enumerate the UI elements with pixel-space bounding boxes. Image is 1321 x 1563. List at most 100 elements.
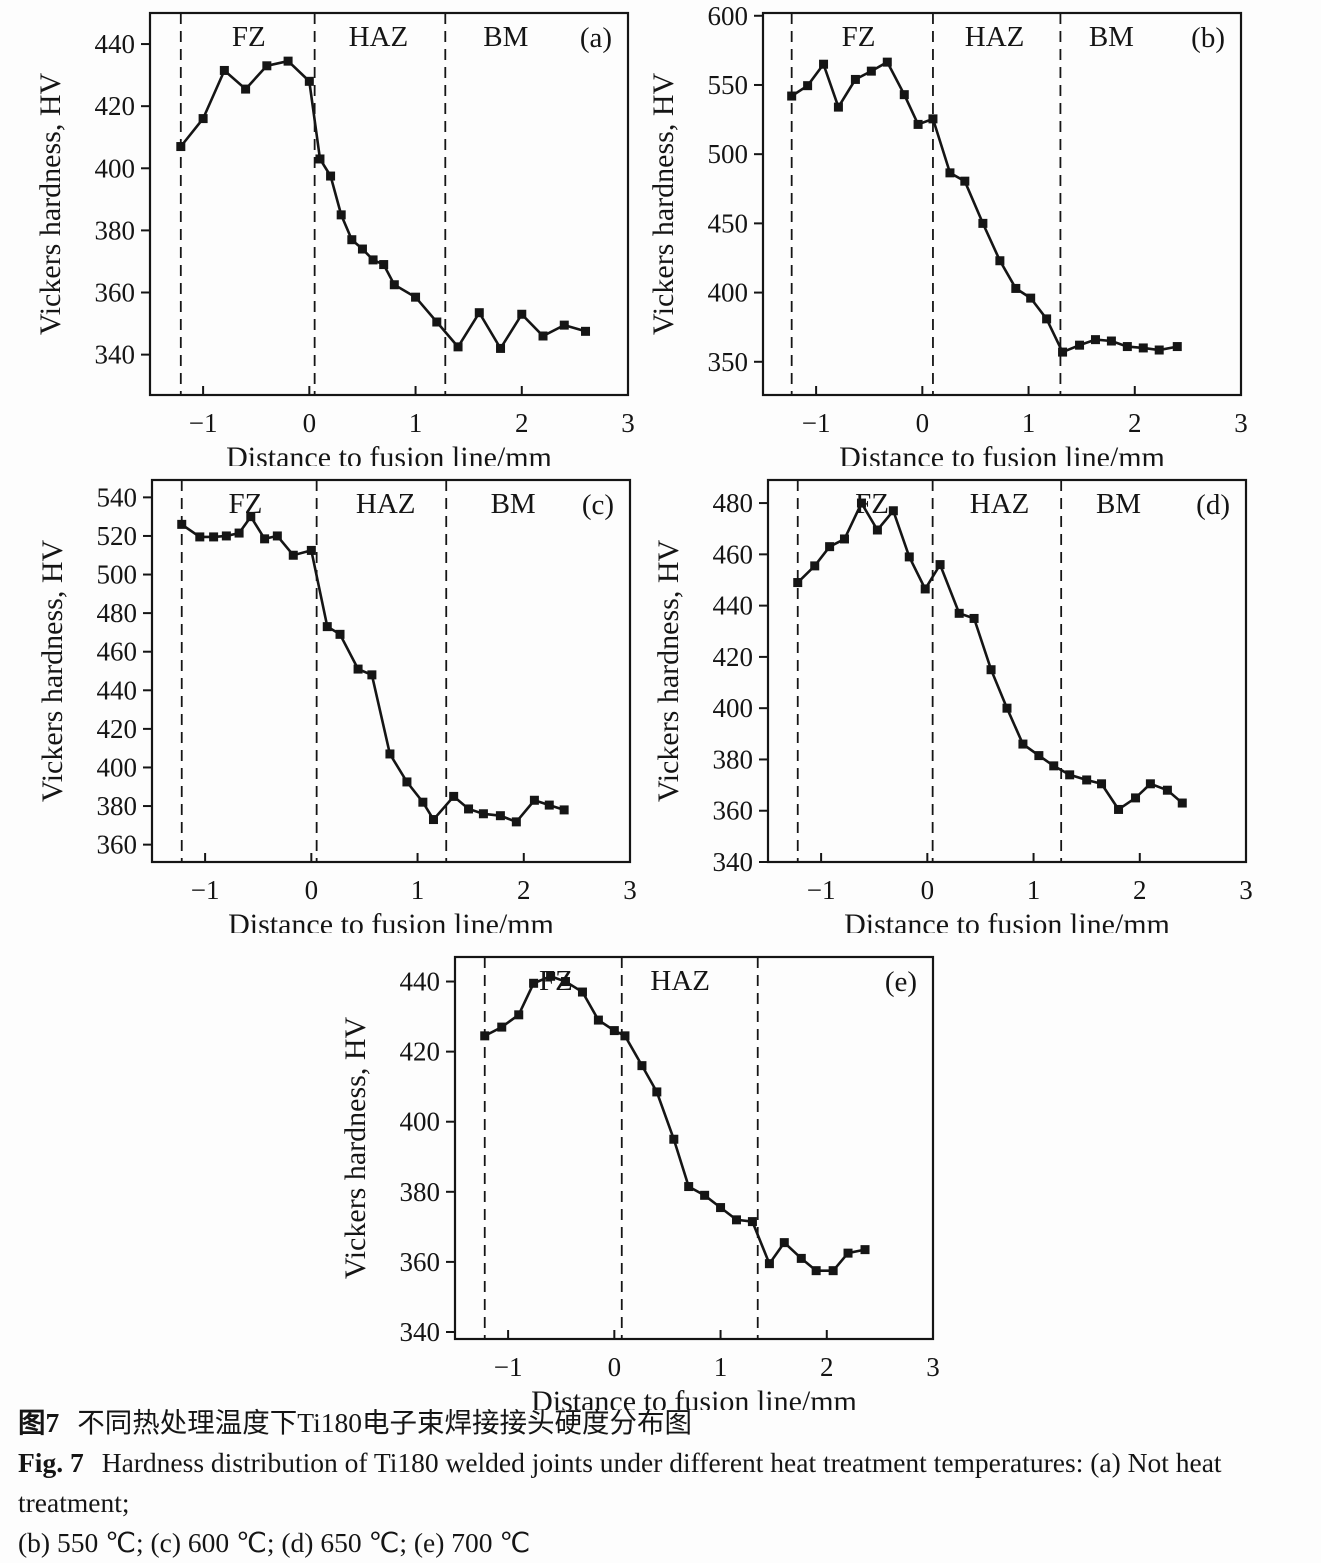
data-point-marker bbox=[793, 578, 803, 588]
y-tick-label: 350 bbox=[708, 347, 749, 377]
data-point-marker bbox=[288, 550, 298, 560]
y-tick-label: 520 bbox=[97, 521, 138, 551]
data-point-marker bbox=[336, 210, 346, 220]
x-tick-label: 3 bbox=[623, 875, 637, 905]
data-point-marker bbox=[935, 560, 945, 570]
data-point-marker bbox=[262, 61, 272, 71]
data-point-marker bbox=[474, 308, 484, 318]
data-point-marker bbox=[198, 114, 208, 124]
data-point-marker bbox=[195, 532, 205, 542]
data-point-marker bbox=[559, 805, 569, 815]
panel-letter: (d) bbox=[1196, 489, 1230, 521]
data-point-marker bbox=[577, 987, 587, 997]
data-point-marker bbox=[544, 800, 554, 810]
x-axis-title: Distance to fusion line/mm bbox=[228, 908, 554, 933]
data-point-marker bbox=[246, 512, 256, 522]
data-point-marker bbox=[796, 1253, 806, 1263]
data-point-marker bbox=[593, 1015, 603, 1025]
x-tick-label: 3 bbox=[1239, 875, 1253, 905]
data-point-marker bbox=[620, 1031, 630, 1041]
data-point-marker bbox=[684, 1182, 694, 1192]
y-axis-title: Vickers hardness, HV bbox=[339, 1017, 372, 1280]
data-point-marker bbox=[209, 532, 219, 542]
data-point-marker bbox=[920, 584, 930, 594]
data-point-marker bbox=[1042, 314, 1052, 324]
y-tick-label: 480 bbox=[97, 598, 138, 628]
data-point-marker bbox=[819, 59, 829, 69]
y-tick-label: 380 bbox=[95, 215, 136, 245]
data-point-marker bbox=[986, 665, 996, 675]
y-tick-label: 500 bbox=[708, 139, 749, 169]
x-tick-label: 3 bbox=[621, 408, 635, 438]
data-point-marker bbox=[1162, 785, 1172, 795]
data-point-marker bbox=[913, 119, 923, 129]
data-point-marker bbox=[368, 255, 378, 265]
data-point-marker bbox=[559, 320, 569, 330]
data-point-marker bbox=[418, 797, 428, 807]
data-point-marker bbox=[731, 1215, 741, 1225]
hardness-chart-d: −1 0 1 2 3 340 360 380 400 420 440 460 480 FZ HAZ BM (d)… bbox=[638, 467, 1298, 933]
y-tick-label: 420 bbox=[97, 714, 138, 744]
data-point-marker bbox=[497, 1022, 507, 1032]
data-point-marker bbox=[700, 1190, 710, 1200]
data-point-marker bbox=[1082, 775, 1092, 785]
data-point-marker bbox=[850, 74, 860, 84]
y-tick-label: 400 bbox=[95, 153, 136, 183]
data-point-marker bbox=[1131, 793, 1141, 803]
data-point-marker bbox=[1065, 770, 1075, 780]
x-tick-label: 2 bbox=[820, 1352, 834, 1382]
data-point-marker bbox=[315, 154, 325, 164]
data-point-marker bbox=[882, 57, 892, 67]
data-point-marker bbox=[221, 531, 231, 541]
data-point-marker bbox=[1138, 343, 1148, 353]
y-tick-label: 340 bbox=[95, 340, 136, 370]
x-tick-label: 1 bbox=[714, 1352, 728, 1382]
plot-frame bbox=[453, 955, 935, 1341]
data-point-marker bbox=[379, 260, 389, 270]
y-tick-label: 360 bbox=[400, 1247, 441, 1277]
data-point-marker bbox=[945, 168, 955, 178]
y-tick-label: 340 bbox=[400, 1317, 441, 1347]
data-point-marker bbox=[326, 171, 336, 181]
hardness-series-line bbox=[484, 974, 866, 1273]
x-tick-label: 3 bbox=[1234, 408, 1248, 438]
data-point-marker bbox=[511, 817, 521, 827]
caption-line-en-2: (b) 550 ℃; (c) 600 ℃; (d) 650 ℃; (e) 700… bbox=[18, 1523, 1310, 1563]
y-tick-label: 360 bbox=[95, 278, 136, 308]
y-tick-label: 440 bbox=[95, 29, 136, 59]
y-tick-label: 360 bbox=[97, 830, 138, 860]
x-axis-title: Distance to fusion line/mm bbox=[531, 1385, 857, 1410]
data-point-marker bbox=[1018, 739, 1028, 749]
data-point-marker bbox=[367, 670, 377, 680]
y-tick-label: 600 bbox=[708, 1, 749, 31]
y-axis-title: Vickers hardness, HV bbox=[36, 540, 69, 803]
data-point-marker bbox=[304, 76, 314, 86]
caption-en-text-2: (b) 550 ℃; (c) 600 ℃; (d) 650 ℃; (e) 700… bbox=[18, 1527, 531, 1558]
data-point-marker bbox=[1049, 761, 1059, 771]
data-point-marker bbox=[453, 342, 463, 352]
y-tick-label: 380 bbox=[713, 744, 754, 774]
caption-line-en-1: Fig. 7 Hardness distribution of Ti180 wel… bbox=[18, 1443, 1310, 1523]
data-point-marker bbox=[609, 1026, 619, 1036]
x-tick-label: 1 bbox=[1022, 408, 1036, 438]
x-tick-label: 2 bbox=[515, 408, 529, 438]
data-point-marker bbox=[1075, 340, 1085, 350]
y-tick-label: 480 bbox=[713, 488, 754, 518]
y-tick-label: 400 bbox=[400, 1107, 441, 1137]
zone-label-haz: HAZ bbox=[650, 965, 710, 997]
data-point-marker bbox=[954, 608, 964, 618]
y-tick-label: 420 bbox=[713, 642, 754, 672]
panel-letter: (e) bbox=[885, 966, 917, 998]
plot-frame bbox=[766, 478, 1248, 864]
data-point-marker bbox=[272, 531, 282, 541]
data-point-marker bbox=[335, 629, 345, 639]
data-point-marker bbox=[176, 142, 186, 152]
data-point-marker bbox=[514, 1010, 524, 1020]
y-tick-label: 460 bbox=[713, 539, 754, 569]
x-tick-label: 1 bbox=[409, 408, 423, 438]
caption-zh-label: 图7 bbox=[18, 1407, 60, 1438]
x-tick-label: 0 bbox=[608, 1352, 622, 1382]
data-point-marker bbox=[866, 66, 876, 76]
data-point-marker bbox=[241, 84, 251, 94]
